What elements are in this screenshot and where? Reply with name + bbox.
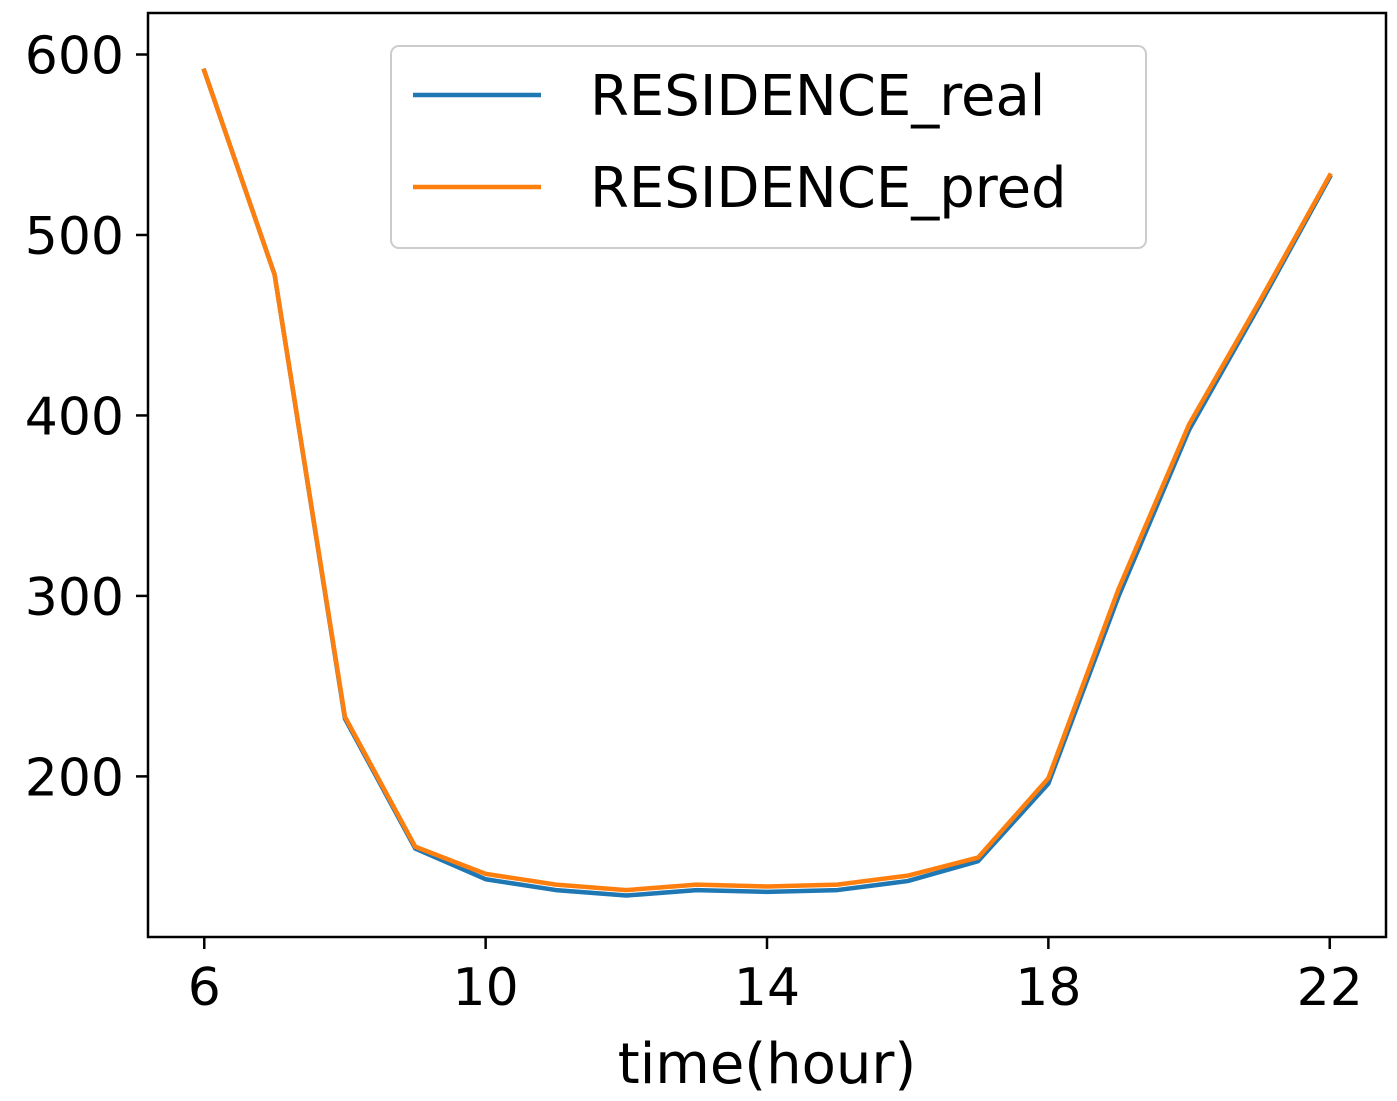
x-tick-label: 14	[734, 958, 800, 1018]
x-axis-label: time(hour)	[618, 1032, 916, 1097]
y-tick-label: 600	[25, 27, 124, 87]
x-tick-label: 18	[1015, 958, 1081, 1018]
series-layer	[201, 67, 1333, 898]
y-tick-label: 200	[25, 748, 124, 808]
x-tick-label: 6	[188, 958, 221, 1018]
y-tick-label: 500	[25, 207, 124, 267]
x-axis: 6 10 14 18 22	[188, 937, 1363, 1018]
series-line-residence-pred	[201, 67, 1333, 893]
y-axis: 200 300 400 500 600	[25, 27, 148, 808]
legend-box	[390, 45, 1147, 249]
legend-label-residence-pred: RESIDENCE_pred	[590, 156, 1067, 221]
legend: RESIDENCE_real RESIDENCE_pred	[390, 45, 1147, 249]
legend-label-residence-real: RESIDENCE_real	[590, 64, 1045, 129]
x-tick-label: 22	[1297, 958, 1363, 1018]
y-tick-label: 300	[25, 568, 124, 628]
legend-entries: RESIDENCE_real RESIDENCE_pred	[413, 64, 1067, 221]
x-tick-label: 10	[453, 958, 519, 1018]
y-tick-label: 400	[25, 387, 124, 447]
